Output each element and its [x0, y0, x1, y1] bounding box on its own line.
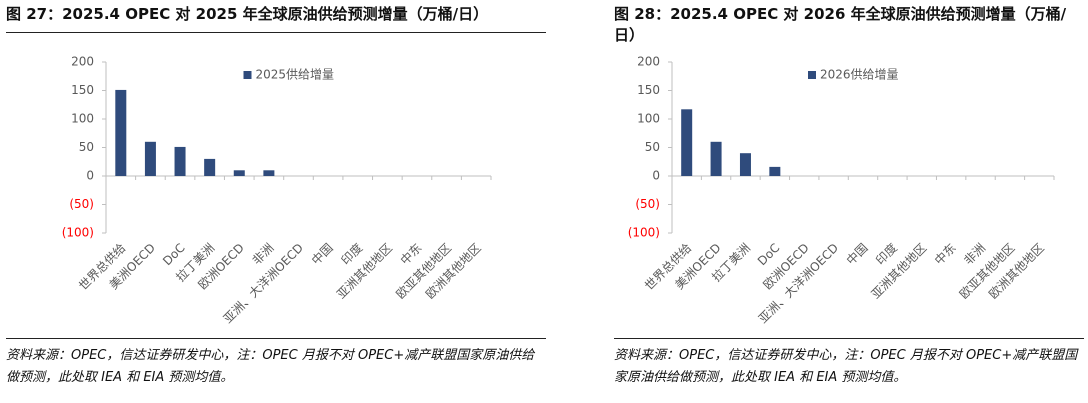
legend-label: 2025供给增量 [256, 68, 335, 82]
y-tick-label: 200 [71, 55, 94, 69]
y-tick-label: (50) [635, 197, 660, 211]
source-note: 资料来源：OPEC，信达证券研发中心，注：OPEC 月报不对 OPEC+减产联盟… [6, 348, 535, 385]
bar [174, 146, 186, 176]
bar [739, 153, 751, 176]
chart-panel: 图 28：2025.4 OPEC 对 2026 年全球原油供给预测增量（万桶/日… [614, 0, 1084, 403]
legend-swatch [808, 71, 816, 79]
x-tick-label: 中国 [308, 240, 336, 268]
y-tick-label: 50 [79, 140, 94, 154]
y-tick-label: 100 [71, 112, 94, 126]
y-tick-label: (50) [69, 197, 94, 211]
y-tick-label: 150 [71, 83, 94, 97]
title-rule [6, 32, 546, 33]
chart-title: 图 28：2025.4 OPEC 对 2026 年全球原油供给预测增量（万桶/日… [614, 5, 1067, 44]
y-tick-label: 200 [637, 55, 660, 69]
y-tick-label: (100) [62, 226, 94, 240]
note-rule [614, 338, 1084, 339]
y-tick-label: 50 [645, 140, 660, 154]
bar [769, 166, 781, 176]
y-tick-label: (100) [628, 226, 660, 240]
note-rule [6, 338, 546, 339]
bar [115, 89, 127, 176]
bar [204, 158, 216, 176]
legend-swatch [243, 71, 252, 79]
bar [144, 141, 156, 176]
bar [710, 141, 722, 176]
y-tick-label: 150 [637, 83, 660, 97]
y-tick-label: 0 [86, 169, 94, 183]
bar [681, 109, 693, 176]
bar [263, 170, 275, 176]
bar [233, 170, 245, 176]
x-tick-label: 中东 [931, 240, 959, 268]
legend-label: 2026供给增量 [820, 68, 899, 82]
source-note: 资料来源：OPEC，信达证券研发中心，注：OPEC 月报不对 OPEC+减产联盟… [614, 348, 1078, 385]
chart-title: 图 27：2025.4 OPEC 对 2025 年全球原油供给预测增量（万桶/日… [6, 5, 489, 23]
y-tick-label: 0 [652, 169, 660, 183]
y-tick-label: 100 [637, 112, 660, 126]
x-tick-label: 中国 [843, 240, 871, 268]
chart-panel: 图 27：2025.4 OPEC 对 2025 年全球原油供给预测增量（万桶/日… [6, 0, 546, 403]
